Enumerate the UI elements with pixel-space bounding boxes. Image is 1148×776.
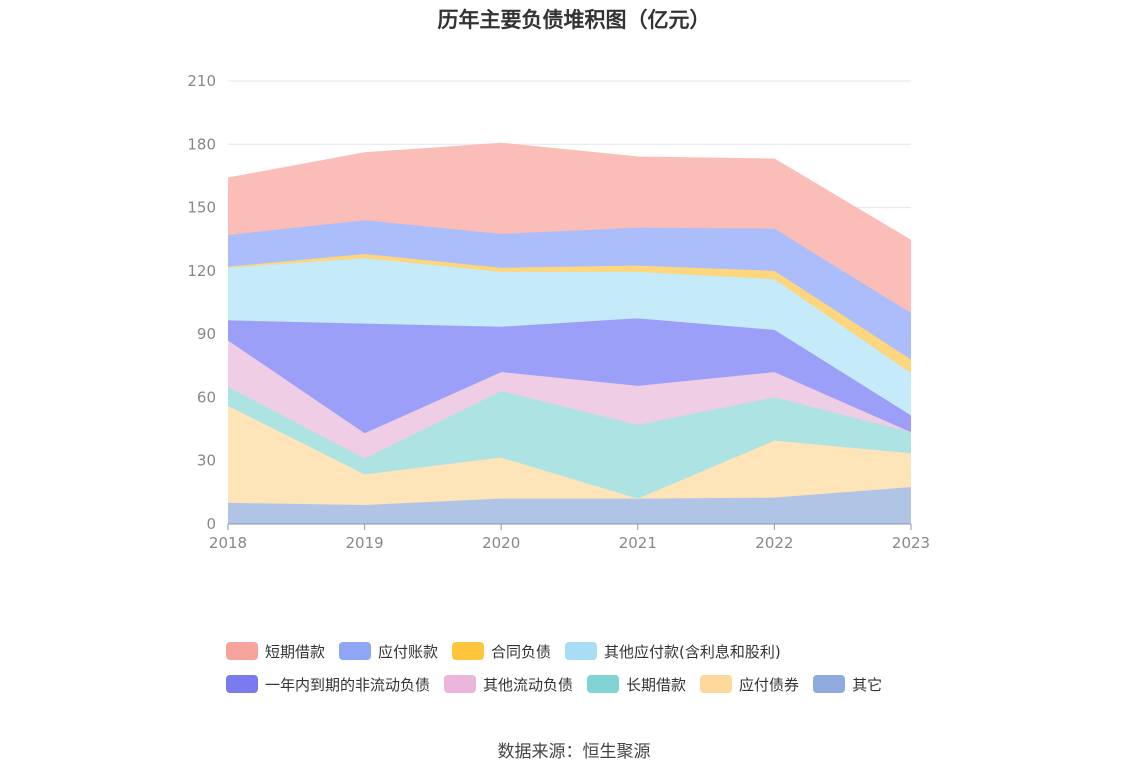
legend-swatch	[339, 642, 372, 660]
legend-row: 一年内到期的非流动负债 其他流动负债 长期借款 应付债券 其它	[226, 673, 946, 695]
legend-label: 其他流动负债	[483, 675, 574, 694]
x-tick-label: 2021	[619, 534, 657, 552]
data-source: 数据来源：恒生聚源	[497, 742, 651, 762]
chart-plot: 0 30 60 90 120 150 180 210 2018 2019 2020 2021 2022 2…	[187, 72, 930, 552]
x-tick-label: 2018	[209, 534, 247, 552]
legend: 短期借款 应付账款 合同负债 其他应付款(含利息和股利) 一年内到期的非流动负债 其他流…	[226, 640, 946, 706]
x-tick-label: 2022	[755, 534, 793, 552]
x-tick-label: 2019	[346, 534, 384, 552]
y-tick-label: 0	[206, 515, 216, 533]
legend-label: 一年内到期的非流动负债	[265, 675, 431, 694]
y-tick-label: 180	[187, 135, 216, 153]
legend-swatch	[226, 675, 258, 693]
area-series-3	[228, 340, 911, 459]
y-tick-label: 210	[187, 72, 216, 90]
area-series-8	[228, 143, 911, 314]
stacked-areas	[227, 142, 912, 524]
y-tick-label: 90	[197, 325, 216, 343]
legend-item[interactable]: 应付账款	[339, 641, 438, 662]
area-series-5	[228, 258, 911, 416]
area-series-2	[228, 386, 911, 499]
legend-item[interactable]: 其它	[813, 674, 882, 695]
y-tick-label: 60	[197, 388, 216, 406]
legend-swatch	[700, 675, 733, 693]
legend-label: 其它	[852, 675, 883, 694]
legend-item[interactable]: 合同负债	[452, 641, 551, 662]
x-tick-label: 2023	[892, 534, 930, 552]
legend-swatch	[813, 675, 846, 693]
area-series-1	[228, 405, 911, 506]
y-tick-label: 150	[187, 199, 216, 217]
legend-item[interactable]: 应付债券	[700, 674, 799, 695]
legend-swatch	[452, 642, 485, 660]
legend-swatch	[565, 642, 598, 660]
y-tick-label: 30	[197, 452, 216, 470]
axes: 0 30 60 90 120 150 180 210 2018 2019 2020 2021 2022 2…	[187, 72, 930, 552]
legend-item[interactable]: 一年内到期的非流动负债	[226, 674, 430, 695]
legend-row: 短期借款 应付账款 合同负债 其他应付款(含利息和股利)	[226, 640, 946, 662]
y-tick-label: 120	[187, 262, 216, 280]
legend-swatch	[444, 675, 477, 693]
area-series-4	[228, 318, 911, 434]
legend-swatch	[587, 675, 620, 693]
legend-item[interactable]: 其他流动负债	[444, 674, 573, 695]
legend-label: 应付账款	[378, 642, 439, 661]
x-tick-label: 2020	[482, 534, 520, 552]
legend-label: 应付债券	[739, 675, 800, 694]
legend-label: 其他应付款(含利息和股利)	[604, 642, 781, 661]
legend-label: 长期借款	[626, 675, 687, 694]
legend-swatch	[226, 642, 258, 660]
area-series-7	[228, 220, 911, 360]
area-series-0	[228, 487, 911, 524]
area-series-line-8	[227, 142, 912, 241]
legend-item[interactable]: 长期借款	[587, 674, 686, 695]
legend-item[interactable]: 其他应付款(含利息和股利)	[565, 641, 781, 662]
legend-label: 短期借款	[265, 642, 326, 661]
legend-item[interactable]: 短期借款	[226, 641, 325, 662]
legend-label: 合同负债	[491, 642, 552, 661]
chart-title: 历年主要负债堆积图（亿元）	[437, 8, 711, 32]
